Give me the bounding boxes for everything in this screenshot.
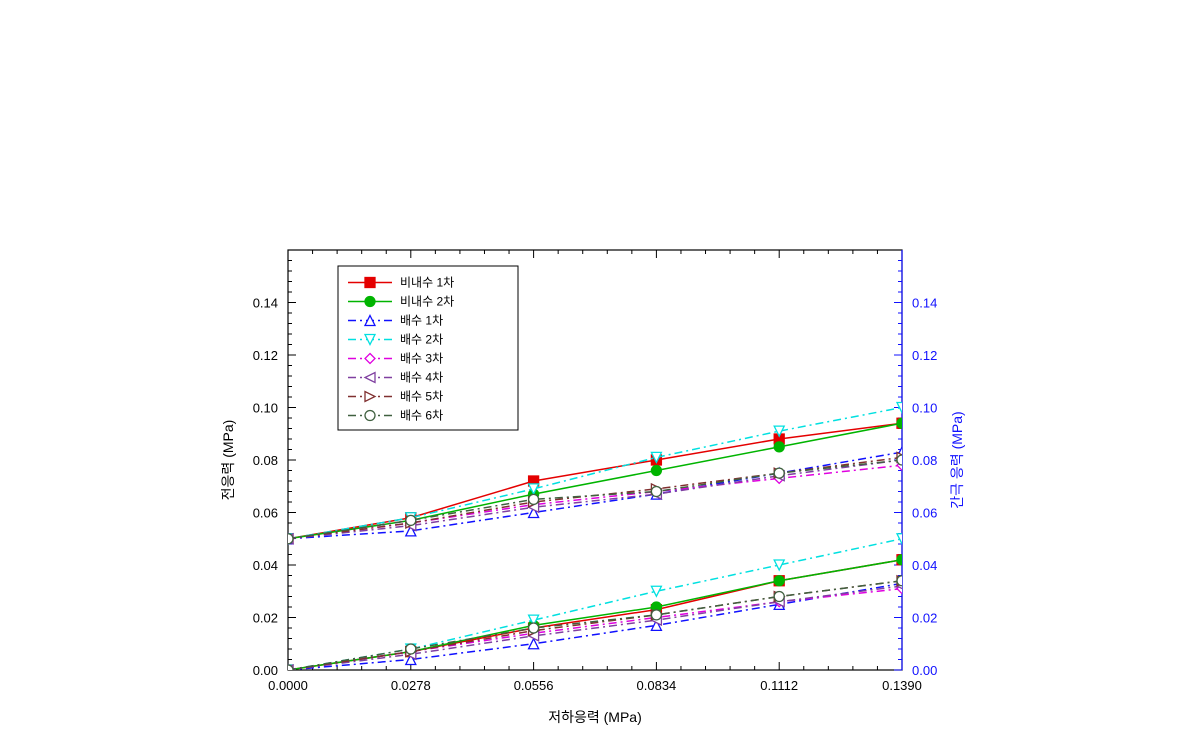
series-line (288, 560, 902, 670)
x-tick-label: 0.0834 (637, 678, 677, 693)
x-tick-label: 0.1390 (882, 678, 922, 693)
x-tick-label: 0.0278 (391, 678, 431, 693)
chart-svg: 0.0000 0.0278 0.0556 0.0834 0.1112 0.1390 저하응력… (0, 0, 1190, 755)
y-right-tick-label: 0.04 (912, 558, 937, 573)
legend-label: 배수 6차 (400, 409, 443, 423)
y-right-tick-label: 0.08 (912, 453, 937, 468)
legend-box (338, 266, 518, 430)
y-right-tick-label: 0.00 (912, 663, 937, 678)
legend-label: 배수 4차 (400, 371, 443, 385)
y-left-axis-label: 전응력 (MPa) (220, 420, 236, 501)
legend-label: 배수 1차 (400, 314, 443, 328)
plot-area (283, 403, 907, 676)
y-tick-label: 0.00 (253, 663, 278, 678)
legend-label: 배수 2차 (400, 333, 443, 347)
x-tick-label: 0.0556 (514, 678, 554, 693)
x-tick-label: 0.0000 (268, 678, 308, 693)
series-line (288, 423, 902, 539)
series-line (288, 560, 902, 670)
chart-container: 0.0000 0.0278 0.0556 0.0834 0.1112 0.1390 저하응력… (0, 0, 1190, 755)
y-right-tick-label: 0.12 (912, 348, 937, 363)
legend: 비내수 1차비내수 2차배수 1차배수 2차배수 3차배수 4차배수 5차배수 … (338, 266, 518, 430)
y-tick-label: 0.12 (253, 348, 278, 363)
y-tick-label: 0.10 (253, 401, 278, 416)
series-line (288, 539, 902, 670)
y-right-axis-label: 간극 응력 (MPa) (949, 411, 965, 508)
y-tick-label: 0.02 (253, 611, 278, 626)
legend-label: 배수 5차 (400, 390, 443, 404)
series-line (288, 583, 902, 670)
y-tick-label: 0.08 (253, 453, 278, 468)
legend-label: 비내수 1차 (400, 276, 454, 290)
y-right-tick-label: 0.10 (912, 401, 937, 416)
y-tick-label: 0.14 (253, 296, 278, 311)
series-line (288, 465, 902, 539)
x-axis-label: 저하응력 (MPa) (548, 709, 642, 725)
y-right-tick-label: 0.14 (912, 296, 937, 311)
x-tick-label: 0.1112 (760, 678, 798, 693)
legend-label: 배수 3차 (400, 352, 443, 366)
y-tick-label: 0.04 (253, 558, 278, 573)
legend-label: 비내수 2차 (400, 295, 454, 309)
y-tick-label: 0.06 (253, 506, 278, 521)
y-right-tick-label: 0.02 (912, 611, 937, 626)
y-right-tick-label: 0.06 (912, 506, 937, 521)
